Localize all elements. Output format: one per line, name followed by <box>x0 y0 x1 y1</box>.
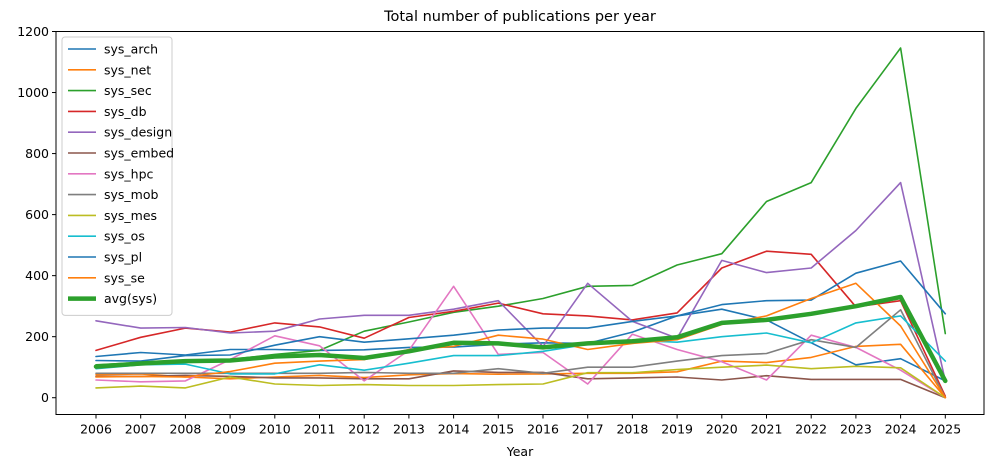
x-tick-label: 2022 <box>795 422 827 437</box>
legend-label: sys_se <box>104 270 145 285</box>
y-tick-label: 1200 <box>17 24 49 39</box>
plot-frame <box>55 31 985 415</box>
x-tick-label: 2015 <box>482 422 514 437</box>
legend-label: sys_mob <box>104 187 158 202</box>
y-tick-label: 800 <box>25 146 49 161</box>
x-tick-label: 2014 <box>438 422 470 437</box>
legend-label: sys_pl <box>104 250 142 265</box>
legend-label: sys_mes <box>104 208 157 223</box>
series-layer <box>93 47 948 399</box>
x-tick-label: 2011 <box>304 422 336 437</box>
x-axis: 2006 2007 2008 2009 2010 2011 2012 2013 2014 2015… <box>80 414 961 437</box>
x-tick-label: 2006 <box>80 422 112 437</box>
x-tick-label: 2019 <box>661 422 693 437</box>
legend-box <box>61 36 173 316</box>
y-tick-label: 1000 <box>17 85 49 100</box>
y-tick-label: 0 <box>41 390 49 405</box>
legend-label: sys_os <box>104 229 145 244</box>
legend-label: sys_net <box>104 62 151 77</box>
series-line-sys-design <box>95 181 947 382</box>
y-tick-label: 400 <box>25 268 49 283</box>
legend: sys_arch sys_net sys_sec sys_db sys_designsy… <box>61 36 174 316</box>
x-tick-label: 2008 <box>169 422 201 437</box>
series-line-sys-os <box>95 315 947 375</box>
x-tick-label: 2012 <box>348 422 380 437</box>
x-tick-label: 2020 <box>706 422 738 437</box>
x-tick-label: 2007 <box>125 422 157 437</box>
x-axis-label: Year <box>506 444 534 459</box>
x-tick-label: 2017 <box>572 422 604 437</box>
legend-label: sys_hpc <box>104 166 154 181</box>
legend-label: sys_embed <box>104 146 174 161</box>
legend-label: sys_sec <box>104 83 152 98</box>
x-tick-label: 2024 <box>885 422 917 437</box>
series-line-sys-pl <box>95 260 947 362</box>
x-tick-label: 2021 <box>751 422 783 437</box>
x-tick-label: 2025 <box>929 422 961 437</box>
legend-label: sys_db <box>104 104 147 119</box>
x-tick-label: 2023 <box>840 422 872 437</box>
chart-title: Total number of publications per year <box>383 9 656 25</box>
legend-label: avg(sys) <box>104 291 157 306</box>
x-tick-label: 2010 <box>259 422 291 437</box>
x-tick-label: 2016 <box>527 422 559 437</box>
series-line-sys-mes <box>95 364 947 399</box>
legend-label: sys_arch <box>104 42 158 57</box>
x-tick-label: 2013 <box>393 422 425 437</box>
plot-area <box>55 31 985 415</box>
legend-label: sys_design <box>104 125 172 140</box>
x-tick-label: 2009 <box>214 422 246 437</box>
series-line-sys-embed <box>95 370 947 399</box>
series-line-sys-se <box>95 282 947 399</box>
series-line-sys-db <box>95 250 947 398</box>
y-tick-label: 600 <box>25 207 49 222</box>
series-line-avg-sys <box>93 294 948 384</box>
y-tick-label: 200 <box>25 329 49 344</box>
y-axis: 0 200 400 600 800 1000 1200 <box>17 24 56 405</box>
x-tick-label: 2018 <box>616 422 648 437</box>
